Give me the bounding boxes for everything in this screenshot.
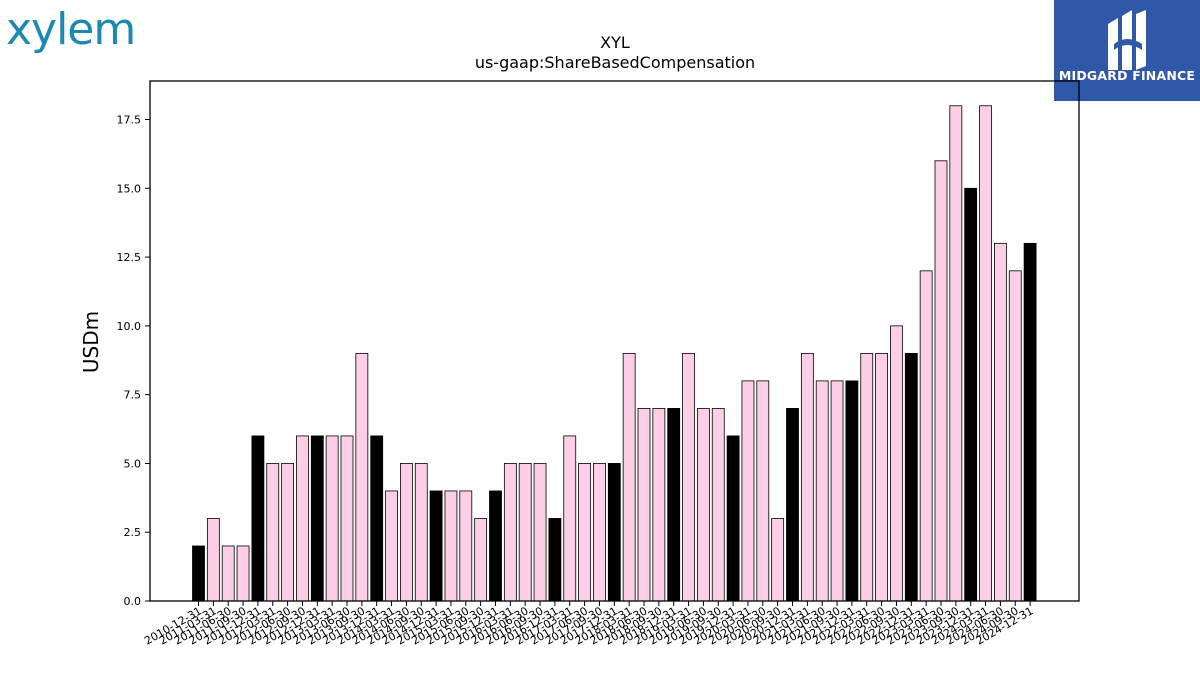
y-tick-label: 15.0 xyxy=(117,182,142,195)
bar-2013-09-30 xyxy=(355,352,369,602)
midgard-logo-text: MIDGARD FINANCE xyxy=(1058,68,1196,83)
bar-2015-06-30 xyxy=(459,490,473,602)
bar-2017-06-30 xyxy=(578,463,591,602)
bar-2018-12-31 xyxy=(667,408,681,602)
bar-2017-09-30 xyxy=(593,463,606,602)
bars-group xyxy=(192,105,1037,602)
bar-2022-06-30 xyxy=(875,352,888,602)
x-axis-ticks: 2010-12-312011-03-312011-06-302011-09-30… xyxy=(142,601,1036,648)
bar-2013-06-30 xyxy=(340,435,354,602)
bar-2012-12-31 xyxy=(310,435,324,602)
y-tick-label: 12.5 xyxy=(117,251,142,264)
bar-2023-03-31 xyxy=(919,270,933,602)
bar-2011-09-30 xyxy=(236,545,250,602)
bar-2023-12-31 xyxy=(964,187,978,602)
bar-2024-12-31 xyxy=(1023,242,1037,602)
bar-2023-09-30 xyxy=(949,105,963,602)
bar-2011-12-31 xyxy=(251,435,265,602)
bar-2012-09-30 xyxy=(296,435,309,602)
bar-2016-09-30 xyxy=(533,463,547,602)
y-tick-label: 17.5 xyxy=(117,114,142,127)
bar-2022-03-31 xyxy=(860,352,874,602)
bar-2013-12-31 xyxy=(370,435,384,602)
bar-2012-06-30 xyxy=(281,463,295,602)
bar-2019-12-31 xyxy=(726,435,740,602)
bar-2021-09-30 xyxy=(830,380,844,602)
bar-2014-09-30 xyxy=(414,463,428,602)
bar-2021-12-31 xyxy=(845,380,859,602)
bar-2012-03-31 xyxy=(266,463,280,602)
bar-2020-03-31 xyxy=(741,380,755,602)
bar-2024-09-30 xyxy=(1008,270,1022,602)
bar-2021-06-30 xyxy=(815,380,829,602)
bar-2013-03-31 xyxy=(325,435,339,602)
bar-2019-03-31 xyxy=(682,352,695,602)
bar-2020-06-30 xyxy=(756,380,770,602)
y-axis-ticks: 0.0 2.5 5.0 7.5 10.0 12.5 15.0 17.5 xyxy=(117,114,150,608)
bar-2018-09-30 xyxy=(652,408,666,602)
bar-2023-06-30 xyxy=(934,160,948,602)
bar-2018-06-30 xyxy=(637,408,651,602)
bar-2019-09-30 xyxy=(711,408,725,602)
bar-2021-03-31 xyxy=(800,352,814,602)
y-tick-label: 0.0 xyxy=(124,595,142,608)
chart-title: XYL xyxy=(600,33,630,52)
bar-2015-12-31 xyxy=(489,490,502,602)
bar-2011-03-31 xyxy=(206,518,220,602)
bar-2020-12-31 xyxy=(786,408,799,602)
bar-2018-03-31 xyxy=(622,352,636,602)
y-tick-label: 10.0 xyxy=(117,320,142,333)
bar-2016-06-30 xyxy=(518,463,532,602)
bar-2017-12-31 xyxy=(607,463,621,602)
bar-2017-03-31 xyxy=(563,435,577,602)
bar-2015-03-31 xyxy=(444,490,458,602)
bar-2014-03-31 xyxy=(385,490,398,602)
chart-subtitle: us-gaap:ShareBasedCompensation xyxy=(475,53,755,72)
bar-2022-12-31 xyxy=(904,352,918,602)
bar-2020-09-30 xyxy=(771,518,785,602)
bar-2016-12-31 xyxy=(548,518,562,602)
bar-2024-06-30 xyxy=(994,242,1007,602)
bar-2010-12-31 xyxy=(192,545,205,602)
bar-2014-06-30 xyxy=(399,463,413,602)
midgard-logo-mark-icon xyxy=(1108,10,1146,70)
bar-2014-12-31 xyxy=(429,490,443,602)
bar-2022-09-30 xyxy=(890,325,903,602)
y-tick-label: 5.0 xyxy=(124,457,142,470)
xylem-logo: xylem xyxy=(6,4,136,55)
midgard-finance-logo: MIDGARD FINANCE xyxy=(1054,0,1200,101)
bar-2011-06-30 xyxy=(221,545,235,602)
bar-2019-06-30 xyxy=(697,408,710,602)
bar-2015-09-30 xyxy=(474,518,488,602)
y-tick-label: 7.5 xyxy=(124,389,142,402)
bar-2016-03-31 xyxy=(503,463,517,602)
y-tick-label: 2.5 xyxy=(124,526,142,539)
y-axis-label: USDm xyxy=(79,311,103,373)
bar-2024-03-31 xyxy=(979,105,992,602)
plot-frame xyxy=(149,80,1080,602)
